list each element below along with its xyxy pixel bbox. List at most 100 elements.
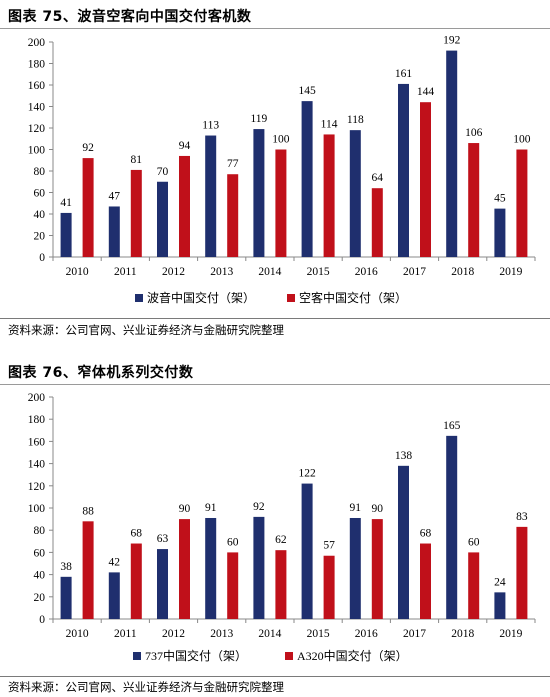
chart2-bar-a	[205, 517, 217, 619]
chart1-bar-b	[179, 155, 190, 257]
chart1-y-tick-label: 80	[34, 166, 46, 178]
chart2-data-label: 24	[494, 576, 506, 588]
chart1-data-label: 114	[321, 118, 338, 130]
chart2-y-tick-label: 40	[34, 570, 46, 582]
chart2-y-tick-label: 0	[39, 614, 45, 626]
chart1-data-label: 77	[227, 158, 239, 170]
chart1-data-label: 145	[298, 85, 316, 97]
chart2-data-label: 88	[82, 505, 94, 517]
chart2-bar-a	[398, 465, 409, 619]
chart1-x-tick-label: 2013	[210, 266, 233, 278]
chart2-data-label: 57	[323, 540, 335, 552]
chart2-data-label: 91	[205, 502, 217, 514]
chart1-y-tick-label: 180	[28, 59, 46, 71]
chart1-y-tick-label: 0	[39, 252, 45, 264]
chart2-bar-b	[227, 552, 239, 619]
chart1-y-tick-label: 140	[28, 102, 46, 114]
chart2-bar-a	[253, 516, 265, 619]
chart1-source: 资料来源：公司官网、兴业证券经济与金融研究院整理	[8, 323, 284, 337]
chart2-data-label: 60	[227, 536, 239, 548]
chart1-y-tick-label: 60	[34, 188, 46, 200]
chart1-title: 图表 75、波音空客向中国交付客机数	[8, 9, 252, 25]
chart2-x-tick-label: 2010	[66, 628, 89, 640]
chart1-legend-label: 空客中国交付（架）	[299, 290, 407, 305]
chart2-bar-a	[446, 435, 458, 619]
chart1-data-label: 119	[250, 113, 267, 125]
chart2-legend-swatch	[133, 652, 141, 660]
chart1-x-tick-label: 2012	[162, 266, 185, 278]
chart1-data-label: 106	[465, 127, 483, 139]
chart2-data-label: 138	[395, 450, 413, 462]
chart1-bar-a	[205, 135, 217, 257]
chart2-bar-a	[157, 549, 168, 619]
chart1-data-label: 70	[157, 166, 169, 178]
chart1-bar-a	[446, 50, 458, 257]
chart2-x-tick-label: 2014	[258, 628, 281, 640]
chart1-y-tick-label: 200	[28, 37, 46, 49]
chart1-source-rule	[0, 318, 550, 319]
chart1-bar-a	[494, 208, 506, 257]
chart2-x-tick-label: 2015	[307, 628, 330, 640]
chart2-bar-b	[371, 519, 383, 619]
chart2-legend-label: 737中国交付（架）	[145, 648, 247, 663]
chart2-x-tick-label: 2018	[451, 628, 474, 640]
chart2-y-tick-label: 180	[28, 414, 46, 426]
chart1-bar-a	[108, 206, 120, 257]
chart2-y-tick-label: 160	[28, 436, 46, 448]
chart1-legend-swatch	[135, 294, 143, 302]
chart2-x-tick-label: 2019	[499, 628, 522, 640]
chart1-data-label: 47	[109, 190, 121, 202]
chart1-bar-chart: 0 20 40 60 80 100 120 140 160 180 200 2010 2011 2012 2…	[28, 35, 536, 305]
chart2-y-tick-label: 200	[28, 392, 46, 404]
chart1-bar-b	[516, 149, 528, 257]
chart2-source: 资料来源：公司官网、兴业证券经济与金融研究院整理	[8, 680, 284, 694]
chart2-data-label: 42	[109, 556, 121, 568]
chart2-bar-b	[82, 521, 94, 619]
chart1-data-label: 100	[272, 134, 290, 146]
chart1-bar-a	[157, 181, 168, 257]
chart2-title-rule	[0, 384, 550, 385]
chart2-data-label: 63	[157, 533, 169, 545]
chart2-y-tick-label: 140	[28, 459, 46, 471]
chart2-y-tick-label: 60	[34, 547, 46, 559]
chart2-data-label: 68	[131, 528, 143, 540]
chart2-bar-a	[301, 483, 313, 619]
chart1-x-tick-label: 2018	[451, 266, 474, 278]
chart2-bar-b	[179, 519, 190, 619]
chart2-y-tick-label: 20	[34, 592, 46, 604]
chart2-bar-b	[130, 543, 142, 619]
chart1-bar-b	[82, 158, 94, 257]
chart1-bar-b	[130, 169, 142, 257]
chart1-data-label: 64	[372, 172, 384, 184]
chart1-data-label: 161	[395, 68, 413, 80]
chart1-x-tick-label: 2015	[307, 266, 330, 278]
chart2-data-label: 68	[420, 528, 432, 540]
chart1-y-tick-label: 20	[34, 231, 46, 243]
chart2-bar-b	[468, 552, 480, 619]
chart1-bar-a	[349, 130, 361, 257]
chart2-data-label: 62	[275, 534, 287, 546]
chart1-x-tick-label: 2014	[258, 266, 281, 278]
chart1-bar-b	[420, 102, 431, 257]
chart2-data-label: 60	[468, 536, 480, 548]
chart1-x-tick-label: 2016	[355, 266, 378, 278]
chart1-y-tick-label: 100	[28, 145, 46, 157]
chart1-y-tick-label: 160	[28, 80, 46, 92]
chart2-bar-a	[108, 572, 120, 619]
chart2-data-label: 91	[350, 502, 362, 514]
chart1-bar-a	[253, 129, 265, 257]
chart1-bar-b	[323, 134, 335, 257]
chart2-x-tick-label: 2016	[355, 628, 378, 640]
chart2-title: 图表 76、窄体机系列交付数	[8, 365, 194, 381]
chart2-data-label: 83	[516, 511, 528, 523]
chart2-source-rule	[0, 676, 550, 677]
chart1-y-tick-label: 40	[34, 209, 46, 221]
chart1-bar-a	[60, 212, 72, 257]
chart1-title-rule	[0, 28, 550, 29]
chart2-legend-swatch	[285, 652, 293, 660]
chart1-data-label: 144	[417, 86, 435, 98]
chart2-bar-a	[60, 576, 72, 619]
chart2-bar-a	[349, 517, 361, 619]
chart1-x-tick-label: 2010	[66, 266, 89, 278]
chart1-data-label: 100	[513, 134, 531, 146]
